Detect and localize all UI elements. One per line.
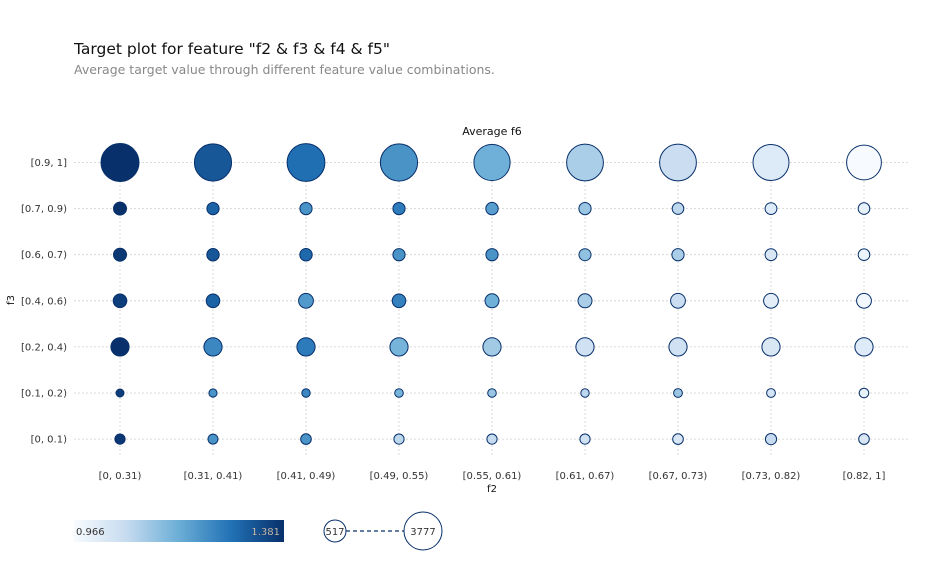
x-tick-label: [0.61, 0.67) (556, 471, 615, 482)
y-tick-label: [0.2, 0.4) (21, 342, 67, 353)
bubble (392, 248, 406, 262)
bubble (578, 248, 592, 262)
bubble (115, 388, 125, 398)
x-tick-label: [0.55, 0.61) (463, 471, 522, 482)
size-legend-max-label: 3777 (410, 527, 435, 538)
bubble (206, 248, 220, 262)
y-tick-label: [0.1, 0.2) (21, 389, 67, 400)
x-axis-label: f2 (487, 484, 497, 495)
bubble (393, 433, 405, 445)
y-tick-label: [0.6, 0.7) (21, 250, 67, 261)
bubble (113, 247, 127, 262)
bubble (857, 248, 871, 261)
x-tick-label: [0.31, 0.41) (184, 471, 243, 482)
size-legend-max-circle (403, 511, 443, 551)
bubble (764, 248, 778, 262)
bubble (858, 433, 870, 445)
bubble (854, 337, 874, 357)
bubble (206, 202, 220, 216)
bubble (763, 292, 779, 309)
size-legend-min-circle (323, 519, 347, 543)
x-tick-label: [0.41, 0.49) (277, 471, 336, 482)
bubble (668, 337, 688, 357)
bubble (673, 388, 683, 398)
bubble (858, 387, 870, 399)
bubble (580, 388, 590, 398)
bubble (208, 388, 218, 398)
bubble (392, 202, 406, 216)
bubble (752, 144, 790, 181)
x-tick-label: [0.67, 0.73) (649, 471, 708, 482)
bubble (856, 292, 872, 309)
plot-title: Average f6 (462, 125, 522, 138)
bubble (761, 337, 781, 357)
bubble (205, 293, 221, 309)
chart-subtitle: Average target value through different f… (74, 62, 495, 77)
bubble (487, 388, 497, 398)
bubble (203, 337, 223, 357)
bubble (846, 144, 882, 181)
size-legend-min-label: 517 (325, 527, 344, 538)
bubble (671, 202, 685, 215)
bubble (300, 433, 312, 445)
bubble (566, 143, 604, 182)
y-tick-label: [0.7, 0.9) (21, 204, 67, 215)
bubble (485, 201, 499, 216)
bubble (485, 248, 499, 262)
x-tick-label: [0.73, 0.82) (742, 471, 801, 482)
bubble (575, 337, 595, 357)
colorbar-legend: 0.966 1.381 (74, 520, 284, 542)
bubble (577, 293, 593, 309)
bubble (764, 433, 778, 446)
axis-labels: [0, 0.31) [0.31, 0.41) [0.41, 0.49) [0.49, … (21, 158, 885, 482)
y-tick-label: [0, 0.1) (31, 435, 68, 446)
bubble (473, 143, 511, 182)
bubble (207, 433, 219, 445)
x-tick-label: [0, 0.31) (99, 471, 142, 482)
y-axis-label: f3 (6, 295, 17, 305)
bubble (100, 143, 140, 182)
bubble (659, 143, 697, 182)
bubble (301, 388, 311, 398)
colorbar-min-label: 0.966 (76, 527, 105, 538)
bubble (486, 433, 498, 445)
bubble (766, 388, 776, 398)
bubble (764, 202, 778, 216)
bubble (482, 337, 502, 357)
colorbar-max-label: 1.381 (251, 527, 280, 538)
bubble (394, 388, 404, 398)
colorbar (74, 520, 284, 542)
x-tick-label: [0.49, 0.55) (370, 471, 429, 482)
bubble (670, 292, 686, 309)
y-tick-label: [0.9, 1] (31, 158, 68, 169)
bubble (857, 202, 871, 215)
bubble (299, 202, 313, 216)
bubble (389, 337, 409, 357)
bubble (484, 293, 500, 309)
bubble (296, 337, 316, 357)
size-legend: 517 3777 (323, 511, 443, 551)
bubble (112, 293, 128, 309)
bubble (578, 202, 592, 216)
chart-title: Target plot for feature "f2 & f3 & f4 & … (74, 40, 390, 58)
bubble (299, 248, 313, 262)
bubble (114, 433, 126, 445)
bubble (298, 292, 314, 309)
bubble (671, 248, 685, 262)
bubble (113, 201, 127, 216)
bubble (579, 433, 591, 445)
bubble (672, 433, 684, 445)
y-tick-label: [0.4, 0.6) (21, 296, 67, 307)
bubble (193, 143, 233, 182)
bubble (286, 143, 326, 182)
x-tick-label: [0.82, 1] (843, 471, 886, 482)
bubble (391, 293, 407, 309)
bubble (110, 337, 130, 357)
bubble (379, 143, 419, 182)
bubbles (100, 143, 882, 446)
